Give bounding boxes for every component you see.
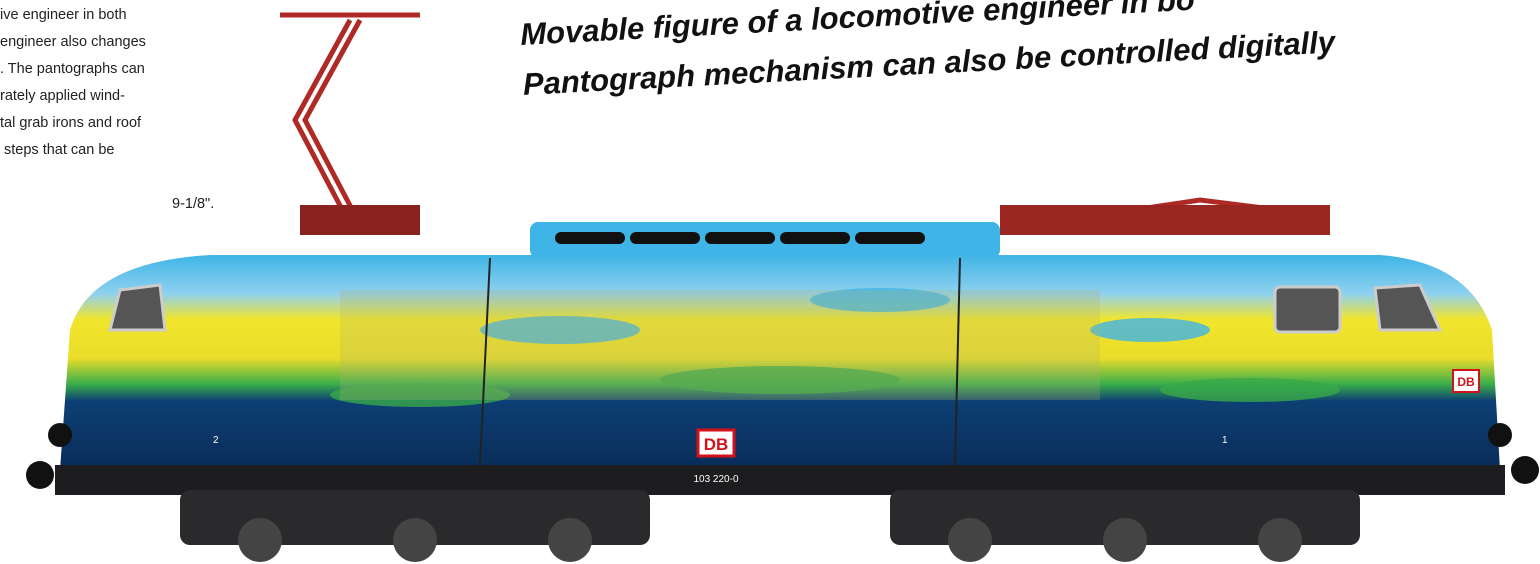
end-number: 2 [213,435,219,446]
db-logo-box [696,428,736,458]
body-lines [479,257,961,466]
bogie [180,490,1360,545]
description-line: steps that can be [0,142,115,158]
description-line: engineer also changes [0,34,146,50]
livery-clouds [480,288,1210,344]
description-line: 9-1/8". [172,196,215,212]
front-logo-box [1452,369,1480,393]
description-column: ive engineer in both engineer also chang… [0,2,215,218]
cab-windows [108,283,1443,334]
front-logo: DB [1457,375,1475,389]
buffer [26,423,1539,489]
wheel [238,518,1302,562]
pantograph-base [1000,205,1330,235]
description-line: tal grab irons and roof [0,115,142,131]
roof-vents [555,232,925,244]
db-logo: DB [704,435,729,454]
livery-green [330,366,1340,407]
description-line: ive engineer in both [0,7,127,23]
description-line [0,164,200,191]
locomotive-body [60,255,1500,470]
loco-number: 103 220-0 [693,474,738,485]
grille [340,290,1100,400]
pantograph-base [300,205,420,235]
description-line: rately applied wind- [0,88,125,104]
end-number: 1 [1222,435,1228,446]
description-line: . The pantographs can [0,61,145,77]
